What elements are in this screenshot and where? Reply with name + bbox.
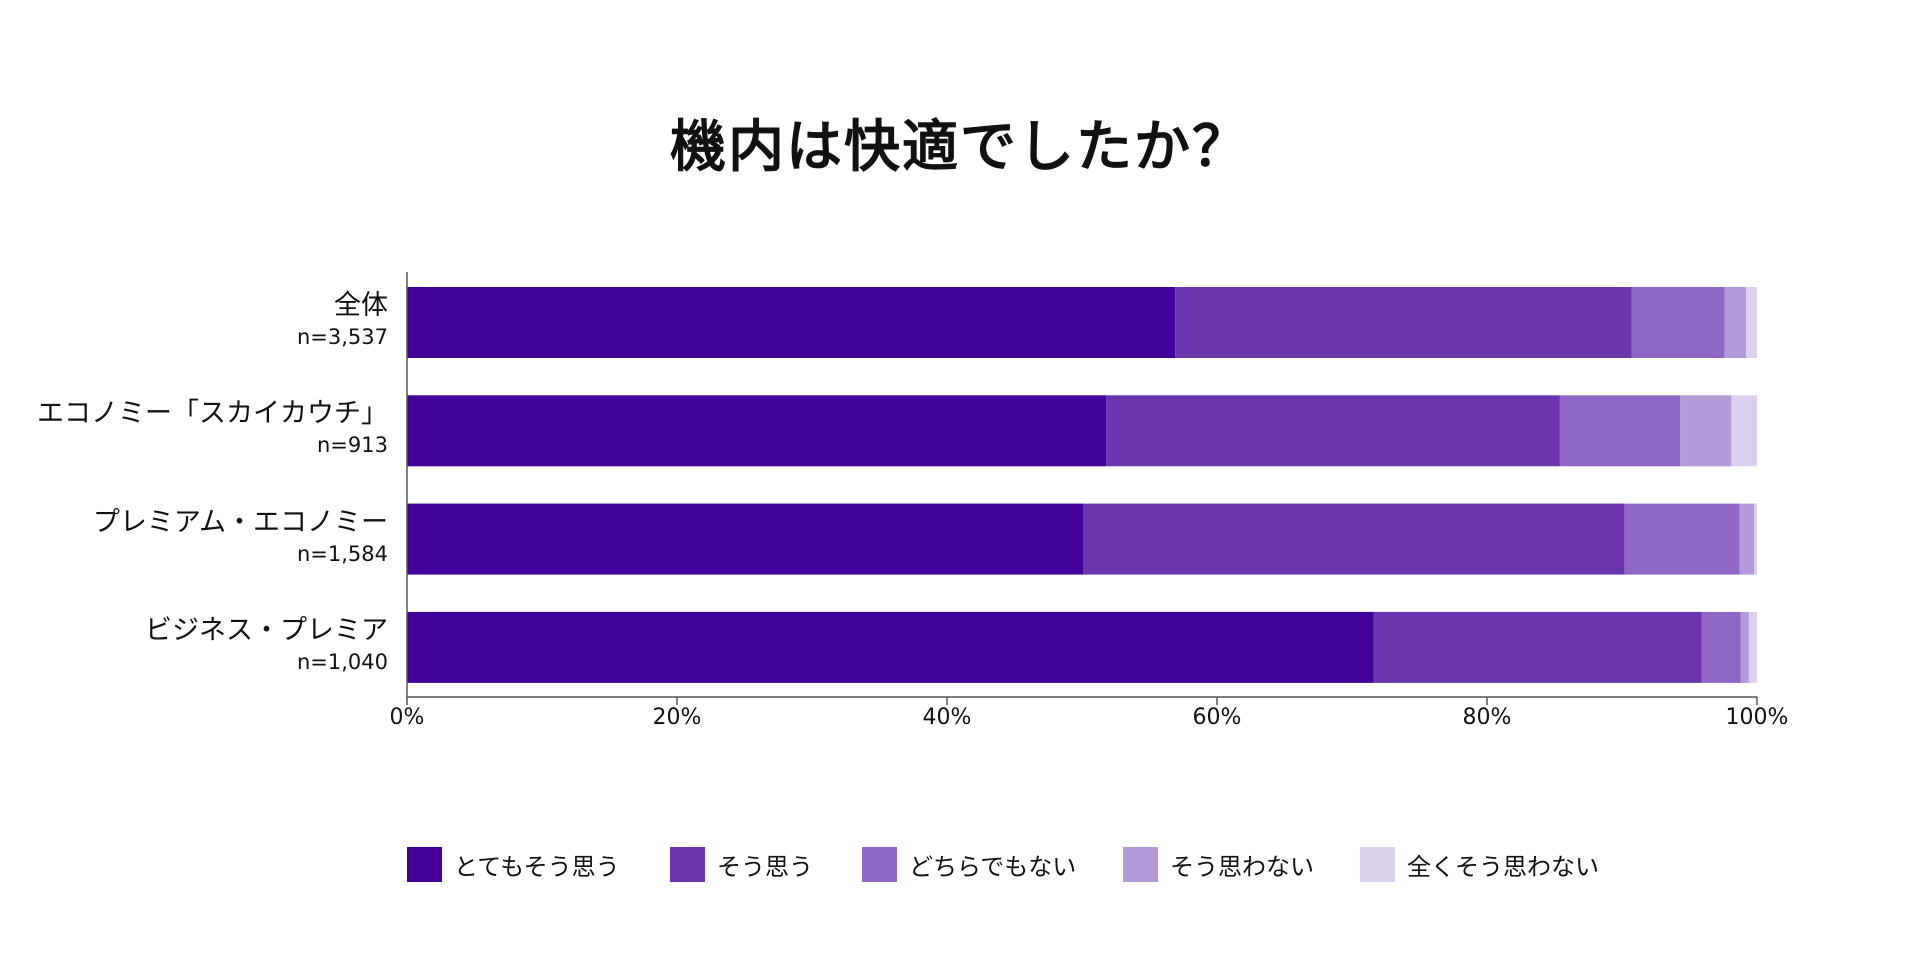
category-label: エコノミー「スカイカウチ」 n=913 xyxy=(37,397,388,459)
category-label: 全体 n=3,537 xyxy=(297,289,388,351)
category-sample-size: n=913 xyxy=(317,433,388,458)
x-tick-label: 80% xyxy=(1462,705,1512,730)
bar-segment-0-2 xyxy=(1631,287,1725,358)
category-sample-size: n=1,584 xyxy=(296,541,388,566)
bar-segment-0-1 xyxy=(1175,287,1632,358)
legend-item: どちらでもない xyxy=(862,846,1076,882)
category-sample-size: n=3,537 xyxy=(296,325,388,349)
legend-item: 全くそう思わない xyxy=(1360,846,1599,882)
legend-swatch xyxy=(407,846,442,882)
legend-swatch xyxy=(862,846,897,882)
category-label: ビジネス・プレミア n=1,040 xyxy=(145,614,388,676)
legend-label: どちらでもない xyxy=(909,852,1077,881)
bar-segment-3-3 xyxy=(1740,611,1749,683)
bar-segment-2-1 xyxy=(1083,503,1625,575)
category-label: プレミアム・エコノミー n=1,584 xyxy=(93,506,388,568)
legend-swatch xyxy=(1123,846,1158,882)
bar-segment-1-3 xyxy=(1680,395,1732,467)
bar-segment-1-0 xyxy=(407,395,1107,467)
legend-label: そう思わない xyxy=(1170,852,1314,881)
bar-segment-2-2 xyxy=(1624,503,1740,575)
x-tick-label: 60% xyxy=(1192,705,1242,730)
legend-item: そう思わない xyxy=(1123,846,1314,882)
bar-segment-1-4 xyxy=(1731,395,1757,467)
legend-item: とてもそう思う xyxy=(407,846,620,882)
bar-segment-2-3 xyxy=(1739,503,1755,575)
bar-segment-3-0 xyxy=(407,611,1374,683)
x-tick-label: 0% xyxy=(389,705,425,730)
category-name: 全体 xyxy=(334,290,388,321)
legend-swatch xyxy=(1360,846,1395,882)
bar-segment-1-1 xyxy=(1106,395,1560,467)
bars-group xyxy=(407,287,1757,683)
legend-label: そう思う xyxy=(717,852,813,881)
bar-segment-3-1 xyxy=(1373,611,1702,683)
bar-segment-2-4 xyxy=(1754,503,1757,575)
bar-segment-1-2 xyxy=(1559,395,1681,467)
bar-segment-2-0 xyxy=(407,503,1084,575)
chart-title: 機内は快適でしたか？ xyxy=(670,115,1250,180)
category-name: エコノミー「スカイカウチ」 xyxy=(37,398,388,430)
legend-label: 全くそう思わない xyxy=(1407,852,1599,881)
bar-segment-0-3 xyxy=(1724,287,1747,358)
bar-segment-3-4 xyxy=(1748,611,1757,683)
category-sample-size: n=1,040 xyxy=(296,649,388,674)
category-name: プレミアム・エコノミー xyxy=(92,506,388,538)
x-tick-label: 40% xyxy=(922,705,972,730)
x-tick-label: 100% xyxy=(1725,705,1789,730)
bar-segment-3-2 xyxy=(1701,611,1741,683)
legend-swatch xyxy=(670,846,705,882)
x-ticks-group xyxy=(406,697,1758,705)
legend-label: とてもそう思う xyxy=(454,852,620,881)
x-tick-label: 20% xyxy=(652,705,702,730)
legend-item: そう思う xyxy=(670,846,813,882)
category-name: ビジネス・プレミア xyxy=(145,614,388,646)
bar-segment-0-4 xyxy=(1746,287,1757,358)
bar-segment-0-0 xyxy=(407,287,1176,358)
